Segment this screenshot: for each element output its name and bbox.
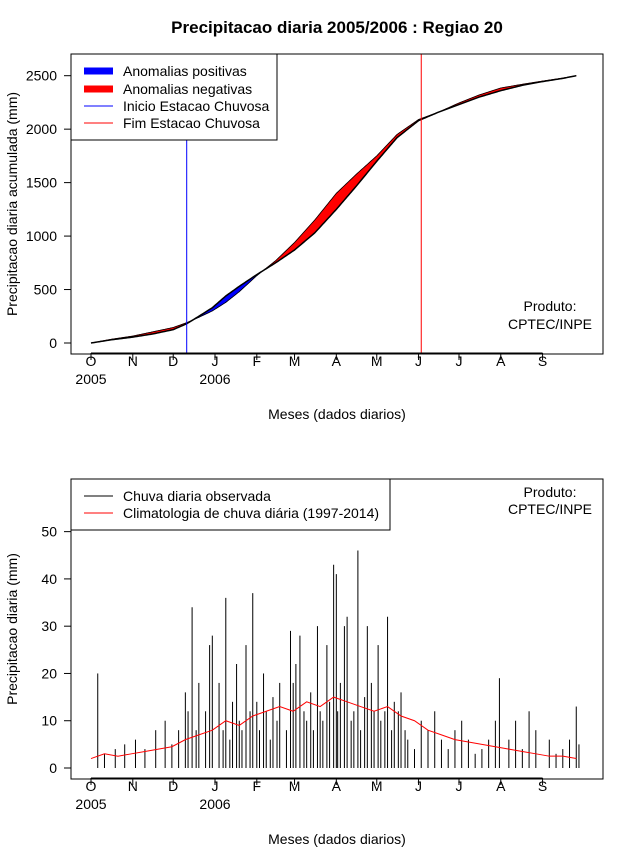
x-tick-label: S (538, 778, 547, 794)
legend: Anomalias positivas Anomalias negativas … (70, 53, 278, 141)
y-tick-label: 1000 (26, 228, 57, 244)
y-tick-label: 2000 (26, 121, 57, 137)
x-tick-label: J (455, 353, 462, 369)
x-tick-label: M (371, 778, 383, 794)
x-axis-label: Meses (dados diarios) (268, 831, 406, 847)
product-label: Produto: (524, 298, 577, 314)
x-tick-label: F (253, 778, 262, 794)
year-label: 2005 (75, 796, 106, 812)
product-label: Produto: (524, 484, 577, 500)
legend-label-onset: Inicio Estacao Chuvosa (123, 98, 270, 114)
x-tick-label: M (289, 778, 301, 794)
x-tick-label: F (253, 353, 262, 369)
x-tick-label: N (128, 778, 138, 794)
chart-title: Precipitacao diaria 2005/2006 : Regiao 2… (171, 18, 503, 37)
x-tick-label: M (289, 353, 301, 369)
legend-label-end: Fim Estacao Chuvosa (123, 115, 260, 131)
y-tick-label: 500 (34, 282, 58, 298)
climatology-accumulated-line (90, 75, 577, 344)
product-source: CPTEC/INPE (508, 501, 592, 517)
y-tick-label: 1500 (26, 175, 57, 191)
legend-label-observed: Chuva diaria observada (123, 488, 271, 504)
x-tick-label: O (86, 778, 97, 794)
x-tick-label: A (332, 778, 342, 794)
y-tick-label: 40 (41, 571, 57, 587)
y-tick-label: 20 (41, 665, 57, 681)
x-tick-label: J (212, 778, 219, 794)
y-tick-label: 0 (49, 335, 57, 351)
x-axis-label: Meses (dados diarios) (268, 406, 406, 422)
x-tick-label: N (128, 353, 138, 369)
y-axis-label: Precipitacao diaria acumulada (mm) (4, 92, 20, 316)
x-tick-label: J (415, 353, 422, 369)
legend-label-negative: Anomalias negativas (123, 81, 252, 97)
x-tick-label: D (168, 353, 178, 369)
x-tick-label: D (168, 778, 178, 794)
y-tick-label: 50 (41, 524, 57, 540)
x-tick-label: A (496, 353, 506, 369)
legend: Chuva diaria observada Climatologia de c… (70, 478, 391, 531)
y-tick-label: 30 (41, 618, 57, 634)
x-tick-label: O (86, 353, 97, 369)
x-tick-label: A (332, 353, 342, 369)
climatology-line (90, 696, 577, 760)
y-tick-label: 0 (49, 760, 57, 776)
y-axis-label: Precipitacao diaria (mm) (4, 553, 20, 705)
year-label: 2006 (199, 796, 230, 812)
x-tick-label: J (455, 778, 462, 794)
x-tick-label: J (212, 353, 219, 369)
x-tick-label: J (415, 778, 422, 794)
daily-precipitation-chart: 0 10 20 30 40 50 O N D J F M A M J J A S 2005 2006 Precipit… (4, 478, 604, 847)
observed-accumulated-line (90, 74, 577, 344)
y-tick-label: 10 (41, 713, 57, 729)
year-label: 2006 (199, 371, 230, 387)
x-tick-label: S (538, 353, 547, 369)
legend-label-climatology: Climatologia de chuva diária (1997-2014) (123, 505, 379, 521)
x-tick-label: M (371, 353, 383, 369)
year-label: 2005 (75, 371, 106, 387)
accumulated-precipitation-chart: Precipitacao diaria 2005/2006 : Regiao 2… (4, 18, 604, 422)
x-tick-label: A (496, 778, 506, 794)
y-tick-label: 2500 (26, 68, 57, 84)
product-source: CPTEC/INPE (508, 316, 592, 332)
legend-label-positive: Anomalias positivas (123, 63, 247, 79)
